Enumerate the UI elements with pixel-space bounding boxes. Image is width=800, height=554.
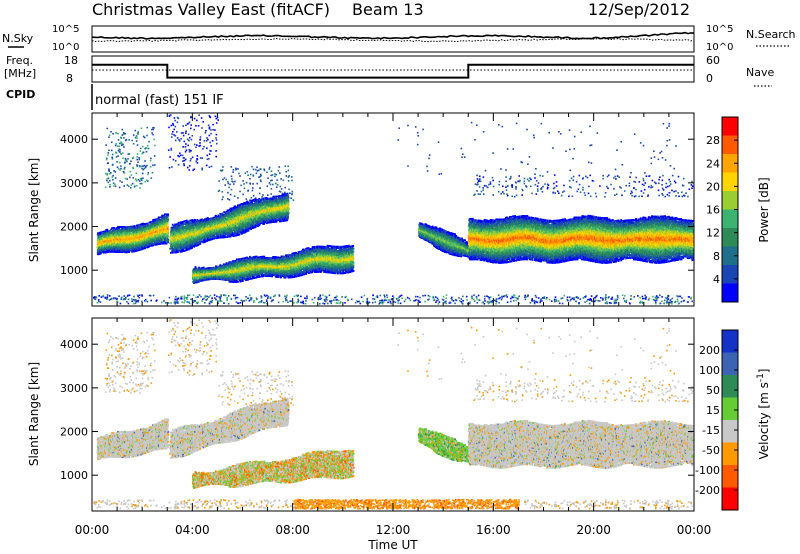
power-colorbar-tick: 28 — [706, 134, 720, 147]
freq-series — [92, 65, 694, 78]
power-colorbar-segment — [722, 228, 738, 247]
velocity-panel: 1000 2000 3000 4000 Slant Range [km] 200 100… — [27, 318, 771, 511]
power-colorbar-tick: 8 — [713, 250, 720, 263]
velocity-colorbar-segment — [722, 375, 738, 398]
velocity-ytick-label: 3000 — [60, 382, 88, 395]
time-tick-label: 08:00 — [275, 523, 310, 537]
power-ytick-label: 1000 — [60, 264, 88, 277]
power-colorbar-tick: 16 — [706, 204, 720, 217]
velocity-ytick-label: 2000 — [60, 426, 88, 439]
velocity-colorbar-tick: -15 — [702, 424, 720, 437]
power-ytick-label: 2000 — [60, 221, 88, 234]
velocity-colorbar-tick: 100 — [699, 364, 720, 377]
nsearch-tick-top: 10^5 — [706, 24, 733, 35]
frequency-panel: Freq. [MHz] 18 8 60 0 Nave — [4, 54, 774, 86]
power-colorbar-segment — [722, 191, 738, 210]
time-tick-label: 00:00 — [677, 523, 712, 537]
power-colorbar-tick: 12 — [706, 227, 720, 240]
power-plot-frame — [92, 113, 694, 306]
freq-label: Freq. — [6, 54, 33, 67]
power-ytick-label: 3000 — [60, 177, 88, 190]
velocity-plot-frame — [92, 318, 694, 511]
velocity-colorbar-tick: -200 — [695, 484, 720, 497]
power-colorbar-label: Power [dB] — [757, 177, 771, 242]
nsearch-tick-bottom: 10^0 — [706, 42, 733, 53]
power-scatter — [93, 114, 694, 304]
nave-tick-bottom: 0 — [706, 72, 713, 85]
velocity-colorbar-tick: 15 — [706, 404, 720, 417]
velocity-colorbar-segment — [722, 443, 738, 466]
freq-tick-top: 18 — [64, 54, 78, 67]
time-tick-label: 12:00 — [376, 523, 411, 537]
time-tick-label: 04:00 — [175, 523, 210, 537]
nsky-tick-top: 10^5 — [52, 24, 79, 35]
power-colorbar-tick: 4 — [713, 273, 720, 286]
power-colorbar-segment — [722, 210, 738, 229]
noise-panel: N.Sky 10^5 10^0 10^5 10^0 N.Search — [2, 24, 796, 53]
power-colorbar-segment — [722, 265, 738, 284]
velocity-colorbar-segment — [722, 488, 738, 511]
time-axis-label: Time UT — [367, 538, 418, 552]
nsky-tick-bottom: 10^0 — [52, 42, 79, 53]
velocity-ytick-label: 4000 — [60, 338, 88, 351]
cpid-label: CPID — [6, 88, 35, 101]
cpid-value: normal (fast) 151 IF — [95, 93, 224, 108]
time-tick-label: 00:00 — [75, 523, 110, 537]
nave-tick-top: 60 — [706, 54, 720, 67]
nsky-series — [92, 33, 694, 39]
power-colorbar-tick: 20 — [706, 180, 720, 193]
freq-tick-bottom: 8 — [66, 72, 73, 85]
time-tick-label: 16:00 — [476, 523, 511, 537]
power-ylabel: Slant Range [km] — [27, 158, 41, 262]
power-colorbar-segment — [722, 117, 738, 136]
velocity-colorbar-segment — [722, 420, 738, 443]
velocity-colorbar-tick: -50 — [702, 444, 720, 457]
beam-label: Beam 13 — [352, 0, 424, 19]
velocity-colorbar-tick: -100 — [695, 464, 720, 477]
velocity-scatter — [93, 319, 694, 509]
velocity-colorbar-segment — [722, 465, 738, 488]
power-ytick-label: 4000 — [60, 133, 88, 146]
time-tick-label: 20:00 — [576, 523, 611, 537]
velocity-ylabel: Slant Range [km] — [27, 362, 41, 466]
velocity-ytick-label: 1000 — [60, 469, 88, 482]
velocity-colorbar-label: Velocity [m s-1] — [756, 369, 771, 460]
nsky-label: N.Sky — [2, 32, 34, 45]
nsearch-label: N.Search — [746, 28, 796, 41]
freq-unit-label: [MHz] — [4, 67, 36, 80]
date-label: 12/Sep/2012 — [588, 0, 690, 19]
power-colorbar: 28 24 20 16 12 8 4 — [706, 117, 738, 303]
power-colorbar-segment — [722, 284, 738, 303]
power-panel: 1000 2000 3000 4000 Slant Range [km] 28 24 20… — [27, 113, 771, 306]
velocity-colorbar-tick: 200 — [699, 344, 720, 357]
power-colorbar-tick: 24 — [706, 157, 720, 170]
nave-label: Nave — [746, 66, 774, 79]
power-colorbar-segment — [722, 173, 738, 192]
velocity-colorbar-tick: 50 — [706, 384, 720, 397]
velocity-colorbar-segment — [722, 398, 738, 421]
velocity-colorbar: 200 100 50 15 -15 -50 -100 -200 — [695, 330, 738, 511]
velocity-colorbar-segment — [722, 353, 738, 376]
figure-title: Christmas Valley East (fitACF) — [92, 0, 330, 19]
power-colorbar-segment — [722, 136, 738, 155]
